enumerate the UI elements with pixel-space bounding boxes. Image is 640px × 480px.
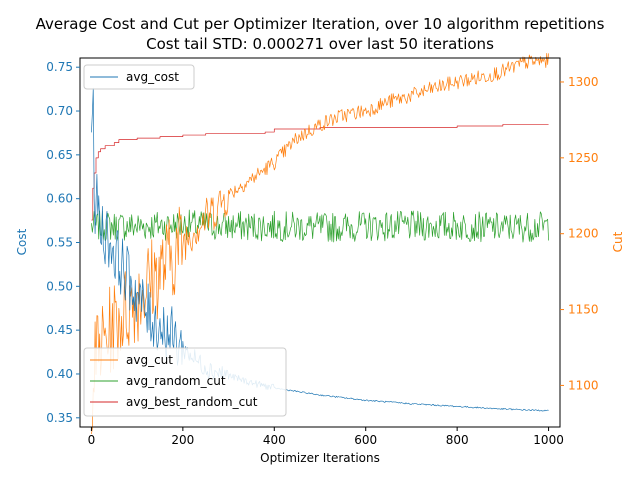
x-tick-label: 600 <box>354 433 377 447</box>
y-right-tick-label: 1100 <box>568 378 599 392</box>
series-layer <box>91 53 549 435</box>
y-right-tick-label: 1250 <box>568 151 599 165</box>
legend-label-avg-best-random-cut: avg_best_random_cut <box>126 395 258 409</box>
y-left-tick-label: 0.75 <box>46 60 73 74</box>
y-axis-right-label: Cut <box>611 231 625 252</box>
chart-title: Average Cost and Cut per Optimizer Itera… <box>36 15 605 33</box>
legend-label-avg-random-cut: avg_random_cut <box>126 374 226 388</box>
y-left-tick-label: 0.65 <box>46 148 73 162</box>
y-right-tick-label: 1300 <box>568 75 599 89</box>
y-left-tick-label: 0.60 <box>46 192 73 206</box>
x-tick-label: 400 <box>263 433 286 447</box>
series-line-avg-cost <box>91 87 549 412</box>
series-line-avg-random-cut <box>91 209 549 243</box>
y-left-tick-label: 0.40 <box>46 367 73 381</box>
legend-cost: avg_cost <box>83 64 195 90</box>
y-right-tick-label: 1150 <box>568 303 599 317</box>
legend-cut: avg_cut avg_random_cut avg_best_random_c… <box>83 347 287 417</box>
y-axis-left: 0.35 0.40 0.45 0.50 0.55 0.60 0.65 0.70 0.75 <box>46 60 80 425</box>
y-left-tick-label: 0.70 <box>46 104 73 118</box>
legend-cut-box <box>83 347 287 417</box>
y-left-tick-label: 0.55 <box>46 236 73 250</box>
x-axis-label: Optimizer Iterations <box>260 451 380 465</box>
legend-label-avg-cost: avg_cost <box>126 70 179 84</box>
y-axis-right: 1100 1150 1200 1250 1300 <box>560 75 599 392</box>
chart-subtitle: Cost tail STD: 0.000271 over last 50 ite… <box>146 35 494 53</box>
x-tick-label: 0 <box>88 433 96 447</box>
x-axis: 0 200 400 600 800 1000 <box>88 427 564 447</box>
y-left-tick-label: 0.45 <box>46 323 73 337</box>
y-axis-left-label: Cost <box>15 228 29 255</box>
y-left-tick-label: 0.35 <box>46 411 73 425</box>
x-tick-label: 200 <box>171 433 194 447</box>
x-tick-label: 800 <box>446 433 469 447</box>
y-left-tick-label: 0.50 <box>46 279 73 293</box>
legend-cost-box <box>83 64 195 90</box>
series-line-avg-cut <box>91 53 549 435</box>
x-tick-label: 1000 <box>533 433 564 447</box>
series-line-avg-best-random-cut <box>91 124 549 221</box>
y-right-tick-label: 1200 <box>568 227 599 241</box>
legend-label-avg-cut: avg_cut <box>126 353 173 367</box>
